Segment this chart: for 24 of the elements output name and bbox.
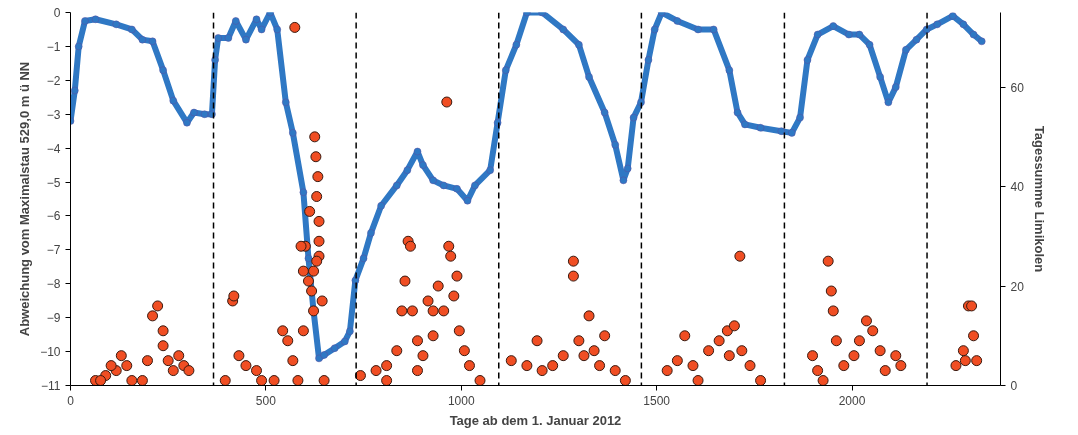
y2-tick-label: 20 bbox=[1010, 279, 1025, 294]
x-tick-label: 1500 bbox=[643, 393, 671, 408]
y-tick-label: −3 bbox=[46, 107, 61, 122]
x-axis-title: Tage ab dem 1. Januar 2012 bbox=[449, 412, 622, 428]
y-tick-label: 0 bbox=[53, 6, 61, 20]
y-tick-label: −1 bbox=[46, 39, 61, 54]
y-tick-label: −2 bbox=[46, 73, 61, 88]
y-tick-label: −11 bbox=[41, 379, 61, 393]
y-tick-label: −7 bbox=[46, 243, 61, 258]
y-tick-label: −10 bbox=[40, 345, 61, 360]
y-tick-label: −8 bbox=[46, 277, 61, 292]
y-axis-title: Abweichung vom Maximalstau 529,0 m ü NN bbox=[17, 61, 33, 337]
y2-axis-title: Tagessumme Limikolen bbox=[1031, 125, 1047, 273]
y2-tick-label: 60 bbox=[1010, 80, 1025, 95]
y-tick-label: −4 bbox=[46, 141, 61, 156]
x-tick-label: 0 bbox=[67, 393, 75, 408]
x-tick-label: 500 bbox=[255, 393, 277, 408]
y2-tick-label: 40 bbox=[1010, 180, 1025, 195]
y-tick-label: −9 bbox=[46, 311, 61, 326]
x-tick-label: 2000 bbox=[838, 393, 866, 408]
x-tick-label: 1000 bbox=[447, 393, 475, 408]
y2-tick-label: 0 bbox=[1010, 379, 1018, 393]
y-tick-label: −5 bbox=[46, 175, 61, 190]
y-tick-label: −6 bbox=[46, 209, 61, 224]
